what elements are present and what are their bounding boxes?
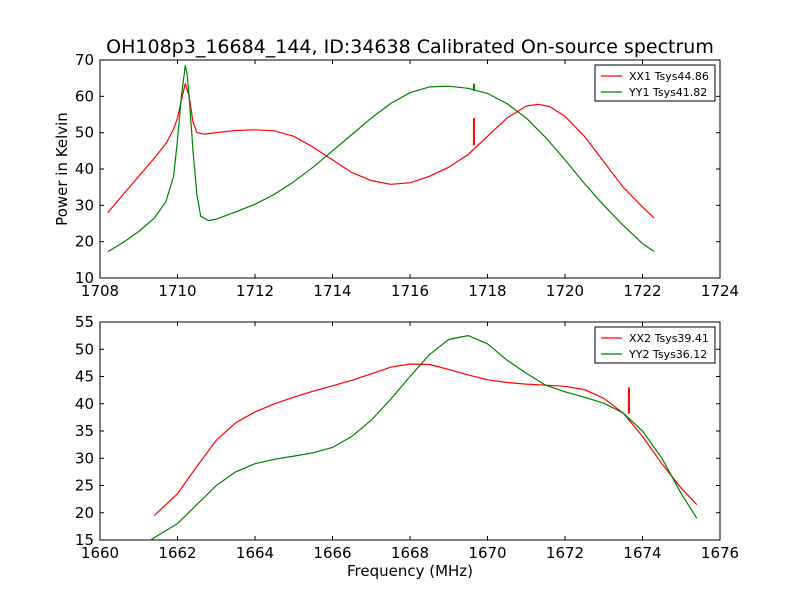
y-tick-label: 20 <box>75 504 94 522</box>
y-tick-label: 45 <box>75 368 94 386</box>
legend-entry: XX2 Tsys39.41 <box>629 332 709 345</box>
x-axis-label: Frequency (MHz) <box>347 562 473 580</box>
x-tick-label: 1660 <box>81 544 119 562</box>
y-tick-label: 30 <box>75 196 94 214</box>
series-line-1 <box>107 82 655 219</box>
y-tick-label: 50 <box>75 124 94 142</box>
x-tick-label: 1716 <box>391 282 429 300</box>
legend-entry: YY2 Tsys36.12 <box>628 348 707 361</box>
y-tick-label: 50 <box>75 340 94 358</box>
chart-title: OH108p3_16684_144, ID:34638 Calibrated O… <box>106 36 714 58</box>
x-tick-label: 1672 <box>546 544 584 562</box>
top-panel-xx1-yy1: 1708 1710 1712 1714 1716 1718 1720 1722 1724 10 20… <box>53 51 739 300</box>
series-line-2 <box>150 335 698 541</box>
x-tick-label: 1714 <box>313 282 351 300</box>
x-tick-label: 1674 <box>623 544 661 562</box>
x-tick-label: 1718 <box>468 282 506 300</box>
x-tick-label: 1712 <box>236 282 274 300</box>
x-tick-label: 1666 <box>313 544 351 562</box>
x-tick-label: 1664 <box>236 544 274 562</box>
y-tick-label: 55 <box>75 313 94 331</box>
x-tick-label: 1722 <box>623 282 661 300</box>
x-tick-label: 1720 <box>546 282 584 300</box>
x-tick-label: 1668 <box>391 544 429 562</box>
y-tick-label: 25 <box>75 477 94 495</box>
y-tick-label: 10 <box>75 269 94 287</box>
legend-box <box>594 64 716 102</box>
series-line-2 <box>107 64 655 253</box>
x-tick-label: 1676 <box>701 544 739 562</box>
x-tick-label: 1724 <box>701 282 739 300</box>
y-tick-label: 35 <box>75 422 94 440</box>
y-axis-label: Power in Kelvin <box>53 112 71 226</box>
y-tick-label: 70 <box>75 51 94 69</box>
y-tick-label: 30 <box>75 449 94 467</box>
legend-box <box>594 326 716 364</box>
legend-entry: XX1 Tsys44.86 <box>629 70 709 83</box>
y-tick-label: 40 <box>75 395 94 413</box>
y-tick-label: 60 <box>75 87 94 105</box>
legend: XX1 Tsys44.86 YY1 Tsys41.82 <box>594 64 716 102</box>
legend: XX2 Tsys39.41 YY2 Tsys36.12 <box>594 326 716 364</box>
series-line-1 <box>153 363 698 516</box>
y-tick-label: 20 <box>75 233 94 251</box>
x-tick-label: 1662 <box>158 544 196 562</box>
x-tick-label: 1708 <box>81 282 119 300</box>
bottom-panel-xx2-yy2: 1660 1662 1664 1666 1668 1670 1672 1674 1676 15 20… <box>75 313 739 580</box>
x-tick-label: 1670 <box>468 544 506 562</box>
y-tick-label: 40 <box>75 160 94 178</box>
legend-entry: YY1 Tsys41.82 <box>628 86 707 99</box>
y-tick-label: 15 <box>75 531 94 549</box>
x-tick-label: 1710 <box>158 282 196 300</box>
